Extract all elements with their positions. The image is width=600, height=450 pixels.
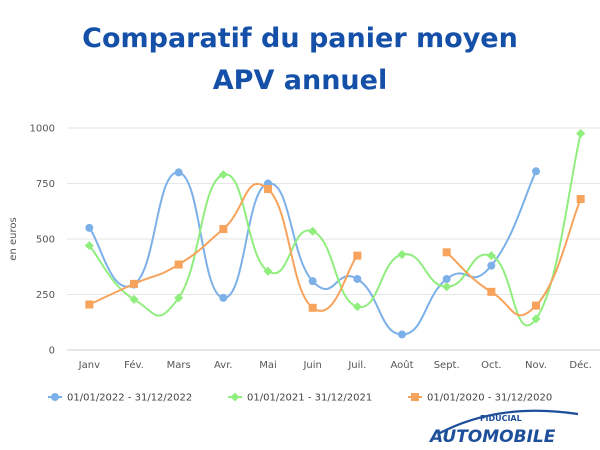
x-tick-label: Août — [390, 359, 413, 371]
logo-swoosh — [437, 409, 579, 435]
series-2 — [84, 129, 586, 327]
data-point — [264, 185, 272, 194]
x-tick-label: Mai — [259, 360, 277, 371]
data-point — [576, 195, 585, 204]
series-line — [88, 182, 359, 312]
legend-marker — [230, 392, 240, 402]
data-point — [353, 251, 362, 260]
chart-title-line-2: APV annuel — [212, 65, 388, 96]
legend[interactable]: 01/01/2022 - 31/12/2022 01/01/2021 - 31/1… — [48, 392, 552, 404]
data-point — [487, 287, 496, 296]
y-tick-label: 750 — [36, 179, 55, 190]
series-line — [88, 132, 582, 327]
data-point — [397, 250, 407, 260]
data-point — [174, 260, 183, 269]
x-tick-label: Mars — [167, 360, 191, 371]
x-tick-label: Fév. — [124, 359, 144, 371]
data-point — [353, 274, 362, 283]
data-point — [532, 301, 540, 310]
data-point — [442, 274, 451, 283]
legend-item-1[interactable]: 01/01/2022 - 31/12/2022 — [48, 393, 192, 404]
x-tick-label: Janv — [78, 360, 100, 371]
data-point — [263, 266, 273, 276]
x-tick-label: Avr. — [214, 360, 233, 371]
legend-label: 01/01/2021 - 31/12/2021 — [247, 393, 372, 404]
series-group — [84, 129, 586, 339]
y-tick-label: 0 — [49, 346, 55, 357]
legend-label: 01/01/2022 - 31/12/2022 — [67, 393, 192, 404]
data-point — [398, 330, 406, 339]
fiducial-automobile-logo: FIDUCIAL AUTOMOBILE — [428, 409, 579, 446]
x-tick-label: Oct. — [481, 360, 501, 371]
data-point — [487, 261, 496, 270]
series-3 — [85, 182, 585, 317]
y-tick-label: 500 — [36, 235, 55, 246]
x-tick-label: Nov. — [525, 360, 547, 371]
data-point — [174, 293, 184, 303]
x-axis-ticks: Janv Fév. Mars Avr. Mai Juin Juil. Août Sept. Oct… — [78, 359, 592, 371]
legend-label: 01/01/2020 - 31/12/2020 — [427, 393, 552, 404]
y-axis-ticks: 0 250 500 750 1000 — [30, 124, 55, 357]
data-point — [219, 225, 228, 234]
series-line — [88, 170, 537, 336]
data-point — [532, 167, 540, 176]
data-point — [308, 277, 317, 286]
data-point — [218, 170, 228, 180]
data-point — [308, 226, 318, 236]
x-tick-label: Juin — [302, 360, 321, 371]
x-tick-label: Sept. — [434, 360, 460, 371]
data-point — [531, 314, 541, 324]
x-tick-label: Déc. — [569, 359, 592, 371]
data-point — [85, 300, 94, 309]
legend-item-3[interactable]: 01/01/2020 - 31/12/2020 — [408, 393, 552, 404]
series-line — [445, 198, 582, 317]
data-point — [576, 129, 586, 139]
chart-title-line-1: Comparatif du panier moyen — [82, 23, 518, 54]
logo-main-text: AUTOMOBILE — [428, 427, 556, 446]
legend-marker — [411, 393, 419, 401]
data-point — [352, 302, 362, 312]
data-point — [486, 251, 496, 261]
logo-top-text: FIDUCIAL — [480, 414, 522, 423]
y-tick-label: 1000 — [30, 124, 55, 135]
data-point — [442, 248, 451, 257]
data-point — [219, 293, 228, 302]
x-tick-label: Juil. — [347, 360, 366, 371]
data-point — [84, 241, 94, 251]
data-point — [85, 223, 94, 232]
data-point — [174, 168, 183, 177]
legend-item-2[interactable]: 01/01/2021 - 31/12/2021 — [228, 392, 372, 404]
data-point — [130, 279, 138, 288]
y-tick-label: 250 — [36, 290, 55, 301]
data-point — [442, 282, 452, 292]
data-point — [129, 294, 139, 304]
chart-title-block: Comparatif du panier moyen APV annuel — [0, 18, 600, 102]
data-point — [308, 303, 317, 312]
legend-marker — [51, 393, 59, 401]
y-axis-label: en euros — [8, 217, 19, 260]
